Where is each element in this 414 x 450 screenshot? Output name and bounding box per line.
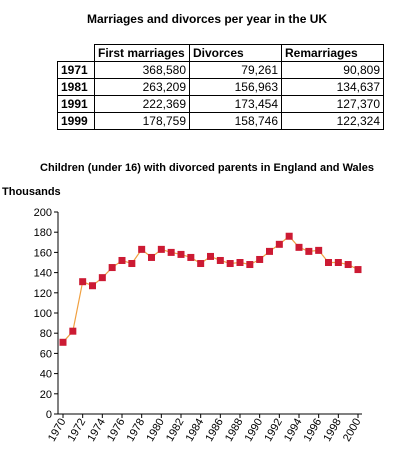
- cell-first-marriages: 368,580: [94, 61, 190, 79]
- cell-first-marriages: 263,209: [94, 78, 190, 96]
- data-point: [167, 248, 175, 256]
- x-tick-label: 1998: [321, 417, 344, 444]
- y-tick-label: 160: [34, 247, 52, 259]
- chart-title: Children (under 16) with divorced parent…: [40, 162, 374, 174]
- data-point: [295, 243, 303, 251]
- line-chart: 0204060801001201401601802001970197219741…: [34, 207, 364, 444]
- table-row: 1999 178,759 158,746 122,324: [57, 112, 384, 130]
- y-tick-label: 140: [34, 268, 52, 280]
- y-tick-label: 60: [40, 348, 52, 360]
- header-divorces: Divorces: [189, 44, 282, 62]
- x-tick-label: 1976: [105, 417, 128, 444]
- x-tick-label: 1994: [282, 417, 305, 444]
- y-tick-label: 200: [34, 207, 52, 219]
- data-point: [128, 260, 136, 268]
- y-axis-label: Thousands: [2, 186, 61, 198]
- cell-remarriages: 90,809: [281, 61, 384, 79]
- data-point: [305, 247, 313, 255]
- table-row: 1971 368,580 79,261 90,809: [57, 61, 384, 79]
- y-tick-label: 40: [40, 369, 52, 381]
- data-point: [187, 253, 195, 261]
- data-point: [344, 261, 352, 269]
- x-tick-label: 1972: [66, 417, 89, 444]
- data-point: [285, 232, 293, 240]
- header-first-marriages: First marriages: [94, 44, 190, 62]
- x-tick-label: 1988: [223, 417, 246, 444]
- data-point: [98, 274, 106, 282]
- data-point: [79, 278, 87, 286]
- x-tick-label: 1986: [203, 417, 226, 444]
- data-point: [246, 261, 254, 269]
- y-tick-label: 20: [40, 389, 52, 401]
- cell-remarriages: 127,370: [281, 95, 384, 113]
- row-year: 1999: [57, 112, 95, 130]
- x-tick-label: 1990: [243, 417, 266, 444]
- data-point: [118, 256, 126, 264]
- data-point: [275, 240, 283, 248]
- x-tick-label: 1978: [125, 417, 148, 444]
- data-point: [197, 260, 205, 268]
- data-point: [177, 250, 185, 258]
- data-point: [69, 327, 77, 335]
- data-point: [354, 266, 362, 274]
- x-tick-label: 1996: [302, 417, 325, 444]
- row-year: 1981: [57, 78, 95, 96]
- y-tick-label: 100: [34, 308, 52, 320]
- data-point: [207, 252, 214, 260]
- cell-first-marriages: 222,369: [94, 95, 190, 113]
- data-point: [59, 338, 67, 346]
- data-point: [157, 245, 165, 253]
- y-tick-label: 0: [46, 409, 52, 421]
- table-title: Marriages and divorces per year in the U…: [86, 12, 328, 26]
- row-year: 1991: [57, 95, 95, 113]
- table-row: 1991 222,369 173,454 127,370: [57, 95, 384, 113]
- data-point: [236, 259, 244, 266]
- data-point: [266, 247, 273, 255]
- cell-remarriages: 134,637: [281, 78, 384, 96]
- cell-divorces: 156,963: [189, 78, 282, 96]
- cell-remarriages: 122,324: [281, 112, 384, 130]
- x-tick-label: 1974: [85, 417, 108, 444]
- x-tick-label: 1982: [164, 417, 187, 444]
- row-year: 1971: [57, 61, 95, 79]
- y-tick-label: 180: [34, 227, 52, 239]
- x-tick-label: 1984: [184, 417, 207, 444]
- data-point: [325, 259, 332, 266]
- data-point: [334, 259, 342, 266]
- data-point: [216, 256, 224, 264]
- cell-divorces: 173,454: [189, 95, 282, 113]
- y-tick-label: 120: [34, 288, 52, 300]
- data-point: [148, 253, 155, 261]
- data-point: [226, 260, 234, 268]
- x-tick-label: 1992: [262, 417, 285, 444]
- marriages-table: First marriages Divorces Remarriages 197…: [57, 44, 384, 130]
- x-tick-label: 1980: [144, 417, 167, 444]
- x-tick-label: 2000: [341, 417, 364, 444]
- y-tick-label: 80: [40, 328, 52, 340]
- data-point: [256, 255, 264, 263]
- table-header-row: First marriages Divorces Remarriages: [57, 44, 384, 62]
- data-point: [138, 245, 146, 253]
- table-corner-cell: [57, 44, 95, 62]
- table-row: 1981 263,209 156,963 134,637: [57, 78, 384, 96]
- cell-divorces: 158,746: [189, 112, 282, 130]
- header-remarriages: Remarriages: [281, 44, 384, 62]
- data-point: [108, 264, 116, 272]
- cell-first-marriages: 178,759: [94, 112, 190, 130]
- data-point: [315, 246, 323, 254]
- data-point: [89, 282, 96, 290]
- cell-divorces: 79,261: [189, 61, 282, 79]
- series-line: [62, 235, 359, 343]
